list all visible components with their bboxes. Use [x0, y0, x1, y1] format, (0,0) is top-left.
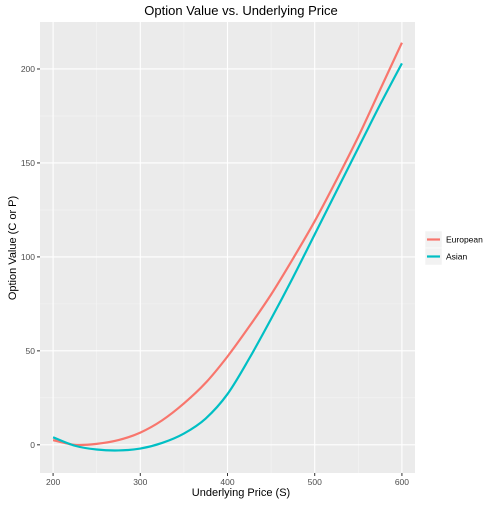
series-line-asian	[52, 62, 403, 452]
x-tick-label: 200	[46, 477, 60, 487]
y-axis-label: Option Value (C or P)	[7, 196, 19, 300]
x-axis-label: Underlying Price (S)	[192, 487, 290, 499]
x-tick-label: 600	[395, 477, 409, 487]
y-tick-label: 200	[21, 64, 35, 74]
x-tick-label: 300	[133, 477, 147, 487]
y-tick-label: 100	[21, 252, 35, 262]
y-tick-label: 150	[21, 158, 35, 168]
legend: European Asian	[424, 230, 483, 266]
series-line-european	[52, 42, 403, 447]
legend-label-european: European	[446, 235, 483, 245]
grid-layer	[40, 22, 415, 473]
y-tick-label: 0	[30, 440, 35, 450]
legend-label-asian: Asian	[446, 252, 468, 262]
x-tick-label: 400	[220, 477, 234, 487]
series-layer	[52, 42, 403, 452]
chart-title: Option Value vs. Underlying Price	[144, 3, 337, 18]
y-tick-label: 50	[26, 346, 36, 356]
axis-layer: 200 300 400 500 600 0 50 100 150 200	[21, 64, 409, 487]
x-tick-label: 500	[308, 477, 322, 487]
